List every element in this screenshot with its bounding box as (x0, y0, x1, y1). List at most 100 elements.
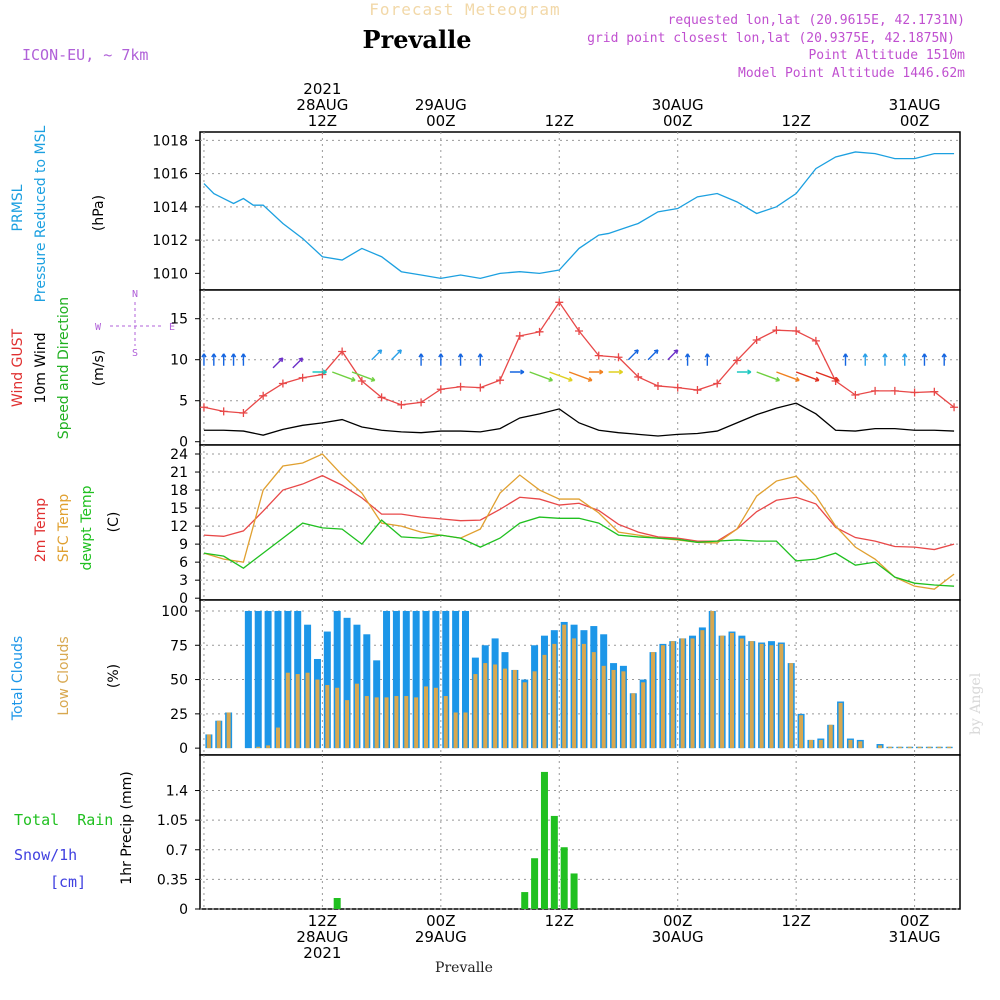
precip-ytick-label: 1.05 (157, 813, 188, 829)
low-cloud-bar (562, 624, 567, 749)
location-title: Prevalle (363, 25, 472, 54)
gust-marker (792, 327, 801, 336)
low-cloud-bar (493, 664, 498, 749)
low-cloud-bar (690, 638, 695, 749)
low-cloud-bar (315, 679, 320, 749)
temp-ytick-label: 9 (179, 537, 188, 553)
requested-coords: requested lon,lat (20.9615E, 42.1731N) (668, 13, 965, 28)
wind-arrow (882, 353, 888, 366)
time-axis-label: 30AUG (652, 96, 704, 114)
wind-arrow (371, 349, 383, 361)
time-axis-label: 12Z (545, 112, 574, 130)
wind-10m-label: 10m Wind (33, 332, 49, 403)
low-cloud-bar (354, 683, 359, 749)
low-cloud-bar (532, 671, 537, 749)
low-cloud-bar (601, 665, 606, 749)
wind-arrow (418, 353, 424, 366)
gust-marker (653, 381, 662, 390)
low-cloud-bar (670, 641, 675, 749)
low-cloud-bar (808, 739, 813, 749)
low-cloud-bar (897, 746, 902, 749)
wind-unit: (m/s) (91, 350, 107, 387)
wind-gust-label: Wind GUST (10, 328, 26, 407)
temp-ytick-label: 24 (170, 447, 188, 463)
total-rain-label: Total Rain (14, 811, 113, 829)
low-cloud-bar (858, 741, 863, 749)
total-cloud-bar (333, 610, 341, 749)
time-axis-label: 00Z (663, 912, 692, 930)
low-cloud-bar (502, 668, 507, 749)
wind-arrow (756, 371, 781, 382)
precip-ytick-label: 1.4 (166, 784, 188, 800)
model-altitude: Model Point Altitude 1446.62m (738, 66, 965, 81)
gust-marker (259, 391, 268, 400)
gust-marker (871, 386, 880, 395)
gust-marker (338, 347, 347, 356)
gust-marker (910, 388, 919, 397)
low-cloud-bar (660, 645, 665, 749)
wind-arrow (549, 371, 573, 382)
total-cloud-bar (452, 610, 460, 749)
total-cloud-bar (274, 610, 282, 749)
wind-arrow (438, 353, 444, 366)
wind-arrow (477, 353, 483, 366)
low-cloud-bar (769, 645, 774, 749)
low-cloud-bar (611, 669, 616, 749)
time-axis-label: 00Z (426, 112, 455, 130)
low-cloud-bar (759, 643, 764, 749)
temp-ytick-label: 18 (170, 483, 188, 499)
total-cloud-bar (422, 610, 430, 749)
low-cloud-bar (522, 682, 527, 749)
clouds-ytick-label: 25 (170, 707, 188, 723)
time-axis-label: 12Z (781, 112, 810, 130)
temp-panel: 0 3 6 9 12 15 18 21 24 (170, 444, 961, 607)
time-axis-label: 12Z (308, 912, 337, 930)
total-cloud-bar (383, 610, 391, 749)
low-cloud-bar (749, 641, 754, 749)
gust-marker (930, 387, 939, 396)
low-cloud-bar (828, 724, 833, 749)
precip-ytick-label: 0.7 (166, 843, 188, 859)
gust-marker (713, 379, 722, 388)
total-cloud-bar (462, 610, 470, 749)
temp-sfc-label: SFC Temp (56, 494, 72, 563)
low-cloud-bar (799, 715, 804, 749)
low-cloud-bar (927, 746, 932, 749)
time-axis-label: 12Z (308, 112, 337, 130)
gust-marker (575, 327, 584, 336)
low-cloud-bar (483, 663, 488, 749)
wind-ytick-label: 0 (179, 435, 188, 451)
gust-marker (851, 390, 860, 399)
gust-marker (476, 383, 485, 392)
low-cloud-bar (700, 630, 705, 749)
clouds-panel: 0 25 50 75 100 (161, 599, 961, 757)
wind-panel-labels: Wind GUST 10m Wind Speed and Direction (… (10, 289, 175, 439)
snow-label: Snow/1h (14, 846, 77, 864)
total-cloud-bar (432, 610, 440, 749)
low-cloud-bar (305, 672, 310, 749)
compass-west: W (95, 322, 102, 333)
clouds-unit: (%) (106, 664, 122, 688)
total-clouds-label: Total Clouds (10, 636, 26, 721)
top-title: Forecast Meteogram (369, 0, 560, 19)
low-cloud-bar (680, 638, 685, 749)
pressure-ytick-label: 1010 (152, 266, 188, 282)
wind-arrow (902, 353, 908, 366)
low-cloud-bar (907, 746, 912, 749)
model-label: ICON-EU, ~ 7km (22, 46, 148, 64)
low-cloud-bar (226, 712, 231, 749)
wind-arrow (647, 349, 659, 361)
wind-arrow (272, 357, 284, 369)
low-cloud-bar (345, 700, 350, 749)
low-cloud-bar (729, 632, 734, 749)
wind-arrow (704, 353, 710, 366)
wind-arrow (201, 353, 207, 366)
rain-bar (570, 873, 578, 909)
time-axis-label: 30AUG (652, 928, 704, 946)
wind-arrow (684, 353, 691, 366)
total-cloud-bar (402, 610, 410, 749)
time-axis-label: 29AUG (415, 928, 467, 946)
wind-arrow (230, 353, 237, 366)
